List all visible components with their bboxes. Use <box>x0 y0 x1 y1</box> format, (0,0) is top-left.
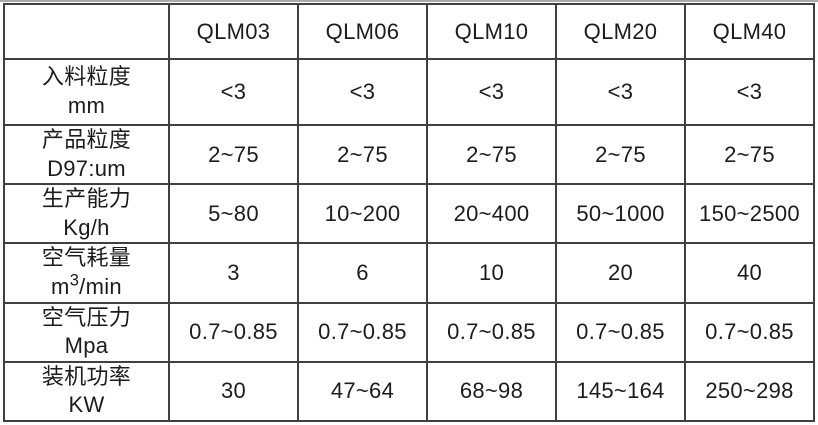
row-label-unit: KW <box>68 392 105 418</box>
table-row-air-consumption: 空气耗量 m3/min 3 6 10 20 40 <box>3 242 815 304</box>
row-label-unit: Kg/h <box>63 214 110 240</box>
data-cell: 47~64 <box>297 360 428 422</box>
column-header-qlm03: QLM03 <box>168 3 299 60</box>
row-label-name: 产品粒度 <box>41 127 132 152</box>
data-cell: 68~98 <box>426 360 557 422</box>
row-label-unit: m3/min <box>5 271 168 302</box>
row-label: 空气压力 Mpa <box>3 301 170 363</box>
image-top-edge-line <box>0 0 818 2</box>
row-label-unit: mm <box>67 93 106 118</box>
data-cell: 2~75 <box>168 123 299 186</box>
data-cell: 250~298 <box>684 360 815 422</box>
data-cell: <3 <box>297 58 428 126</box>
data-cell: <3 <box>426 58 557 126</box>
unit-prefix: m <box>51 273 70 299</box>
table-header-row: QLM03 QLM06 QLM10 QLM20 QLM40 <box>3 3 815 60</box>
row-label: 装机功率 KW <box>3 360 170 422</box>
data-cell: 0.7~0.85 <box>426 301 557 363</box>
row-label-name: 装机功率 <box>41 363 132 389</box>
data-cell: 2~75 <box>297 123 428 186</box>
data-cell: 6 <box>297 242 428 304</box>
table-row-air-pressure: 空气压力 Mpa 0.7~0.85 0.7~0.85 0.7~0.85 0.7~… <box>3 301 815 363</box>
row-label-unit: D97:um <box>47 155 126 181</box>
spec-table: QLM03 QLM06 QLM10 QLM20 QLM40 入料粒度 mm <3… <box>3 3 815 422</box>
data-cell: <3 <box>168 58 299 126</box>
row-label: 空气耗量 m3/min <box>3 242 170 304</box>
data-cell: 0.7~0.85 <box>168 301 299 363</box>
data-cell: 0.7~0.85 <box>297 301 428 363</box>
table-row-feed-size: 入料粒度 mm <3 <3 <3 <3 <3 <box>3 58 815 126</box>
table-row-capacity: 生产能力 Kg/h 5~80 10~200 20~400 50~1000 150… <box>3 183 815 245</box>
data-cell: 10~200 <box>297 183 428 245</box>
table-row-installed-power: 装机功率 KW 30 47~64 68~98 145~164 250~298 <box>3 360 815 422</box>
data-cell: <3 <box>684 58 815 126</box>
unit-superscript: 3 <box>69 271 80 290</box>
data-cell: 40 <box>684 242 815 304</box>
column-header-qlm40: QLM40 <box>684 3 815 60</box>
data-cell: 30 <box>168 360 299 422</box>
column-header-qlm10: QLM10 <box>426 3 557 60</box>
unit-suffix: /min <box>79 273 122 299</box>
data-cell: 0.7~0.85 <box>555 301 686 363</box>
row-label-name: 生产能力 <box>41 186 132 212</box>
data-cell: 2~75 <box>684 123 815 186</box>
data-cell: 10 <box>426 242 557 304</box>
row-label: 产品粒度 D97:um <box>3 123 170 186</box>
data-cell: 50~1000 <box>555 183 686 245</box>
row-label: 生产能力 Kg/h <box>3 183 170 245</box>
data-cell: 20~400 <box>426 183 557 245</box>
data-cell: 5~80 <box>168 183 299 245</box>
table-row-product-size: 产品粒度 D97:um 2~75 2~75 2~75 2~75 2~75 <box>3 123 815 186</box>
row-label-name: 入料粒度 <box>41 64 132 90</box>
row-label-name: 空气耗量 <box>41 245 132 271</box>
column-header-qlm06: QLM06 <box>297 3 428 60</box>
row-label-name: 空气压力 <box>41 304 132 330</box>
data-cell: 0.7~0.85 <box>684 301 815 363</box>
data-cell: 3 <box>168 242 299 304</box>
data-cell: 150~2500 <box>684 183 815 245</box>
data-cell: 20 <box>555 242 686 304</box>
data-cell: 2~75 <box>555 123 686 186</box>
corner-cell <box>3 3 170 60</box>
column-header-qlm20: QLM20 <box>555 3 686 60</box>
row-label: 入料粒度 mm <box>3 58 170 126</box>
data-cell: <3 <box>555 58 686 126</box>
data-cell: 2~75 <box>426 123 557 186</box>
row-label-unit: Mpa <box>64 333 109 359</box>
data-cell: 145~164 <box>555 360 686 422</box>
